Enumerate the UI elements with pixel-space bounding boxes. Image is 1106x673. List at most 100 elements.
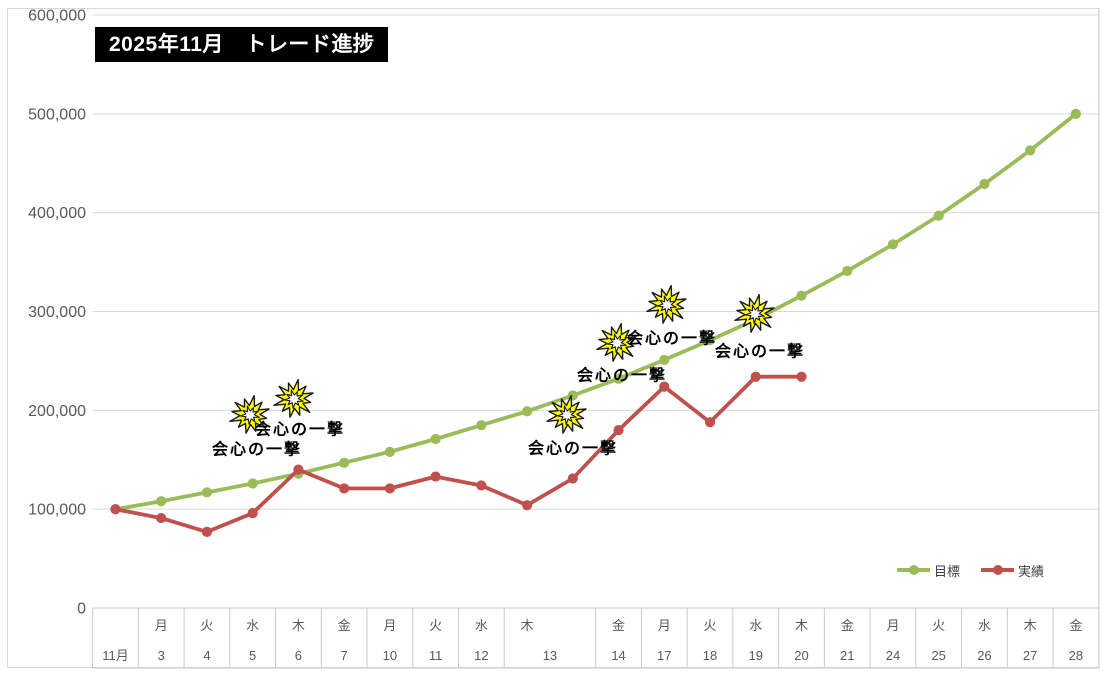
target-point	[1070, 108, 1082, 119]
actual-point	[476, 480, 487, 491]
x-axis-date-label: 19	[749, 648, 763, 663]
starburst-core-icon	[283, 389, 304, 410]
target-series-marker-icon	[897, 565, 930, 575]
x-axis-weekday-label: 月	[155, 618, 168, 633]
x-axis-date-label: 6	[295, 648, 302, 663]
x-axis-date-label: 21	[840, 648, 854, 663]
x-axis-date-label: 11月	[102, 648, 129, 663]
x-axis-date-label: 27	[1023, 648, 1037, 663]
actual-point	[293, 464, 304, 475]
actual-point	[750, 371, 761, 382]
actual-point	[110, 504, 121, 515]
target-point	[659, 354, 670, 366]
target-point	[1025, 145, 1036, 156]
x-axis-date-label: 11	[429, 648, 443, 663]
x-axis-date-label: 14	[611, 648, 625, 663]
x-axis-weekday-label: 水	[978, 618, 991, 633]
actual-point	[339, 483, 350, 494]
legend-item-target: 目標	[897, 561, 960, 580]
x-axis-date-label: 13	[543, 648, 557, 663]
x-axis-date-label: 12	[474, 648, 488, 663]
actual-point	[567, 473, 578, 484]
y-axis-label: 200,000	[28, 403, 86, 420]
starburst-core-icon	[239, 405, 260, 426]
actual-point	[521, 500, 533, 511]
x-axis-date-label: 7	[341, 648, 348, 663]
y-axis-label: 400,000	[28, 205, 86, 222]
x-axis-weekday-label: 火	[429, 618, 442, 633]
starburst-core-icon	[656, 295, 677, 316]
x-axis-weekday-label: 月	[658, 618, 671, 633]
target-point	[933, 210, 944, 221]
x-axis-weekday-label: 火	[932, 618, 945, 633]
x-axis-date-label: 17	[657, 648, 671, 663]
target-point	[384, 446, 395, 457]
actual-point	[430, 471, 441, 482]
x-axis-weekday-label: 木	[521, 618, 534, 633]
x-axis-date-label: 5	[249, 648, 256, 663]
x-axis-weekday-label: 金	[338, 618, 351, 633]
x-axis-weekday-label: 金	[1069, 618, 1082, 633]
y-axis-label: 600,000	[28, 8, 86, 25]
annotation-label: 会心の一撃	[715, 342, 805, 361]
target-point	[704, 335, 716, 346]
target-point	[430, 433, 441, 445]
x-axis-date-label: 10	[383, 648, 397, 663]
starburst-core-icon	[744, 304, 765, 325]
x-axis-date-label: 26	[977, 648, 991, 663]
x-axis-weekday-label: 月	[886, 618, 899, 633]
x-axis-weekday-label: 水	[475, 618, 488, 633]
x-axis-date-label: 20	[794, 648, 808, 663]
actual-point	[659, 381, 670, 392]
x-axis-date-label: 25	[931, 648, 945, 663]
actual-point	[247, 508, 258, 519]
target-point	[796, 290, 807, 301]
x-axis-weekday-label: 火	[704, 618, 717, 633]
target-point	[979, 178, 990, 190]
x-axis-date-label: 4	[203, 648, 210, 663]
x-axis-weekday-label: 木	[795, 618, 808, 633]
legend-label-actual: 実績	[1018, 563, 1045, 579]
x-axis-weekday-label: 木	[1024, 618, 1037, 633]
x-axis-date-label: 28	[1069, 648, 1083, 663]
target-line	[113, 112, 1078, 512]
x-axis-weekday-label: 月	[383, 618, 396, 633]
actual-point	[201, 526, 213, 538]
annotation-label: 会心の一撃	[255, 420, 345, 439]
actual-point	[796, 371, 807, 382]
legend: 目標 実績	[897, 561, 1044, 579]
annotation-label: 会心の一撃	[212, 440, 302, 459]
target-point	[201, 487, 213, 498]
y-axis-label: 100,000	[28, 502, 86, 519]
target-point	[887, 239, 899, 250]
target-point	[247, 478, 258, 489]
x-axis-weekday-label: 木	[292, 618, 305, 633]
actual-point	[613, 425, 624, 436]
x-axis-date-label: 24	[886, 648, 900, 663]
target-point	[156, 496, 167, 507]
x-axis-weekday-label: 金	[612, 618, 625, 633]
x-axis-weekday-label: 水	[749, 618, 762, 633]
x-axis-date-label: 3	[158, 648, 165, 663]
x-axis-weekday-label: 水	[246, 618, 259, 633]
x-axis-date-label: 18	[703, 648, 717, 663]
target-point	[339, 457, 350, 468]
target-point	[521, 406, 533, 417]
annotation-label: 会心の一撃	[528, 439, 618, 458]
starburst-core-icon	[606, 333, 627, 354]
actual-series-marker-icon	[981, 565, 1015, 575]
y-axis-label: 300,000	[28, 304, 86, 321]
starburst-core-icon	[556, 405, 577, 426]
actual-point	[156, 512, 167, 524]
target-point	[613, 373, 624, 384]
annotation-label: 会心の一撃	[577, 366, 667, 385]
legend-item-actual: 実績	[981, 561, 1044, 580]
actual-line	[113, 374, 804, 534]
y-axis-label: 500,000	[28, 106, 86, 123]
actual-point	[704, 417, 716, 428]
target-point	[476, 420, 487, 431]
y-axis-label: 0	[77, 601, 86, 618]
x-axis-weekday-label: 火	[200, 618, 213, 633]
actual-point	[384, 483, 395, 494]
